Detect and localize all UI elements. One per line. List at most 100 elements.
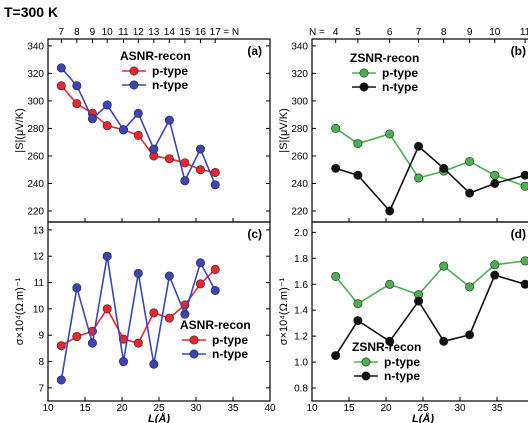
top-tick-label: 6	[387, 27, 393, 38]
legend-entry: p-type	[152, 64, 188, 78]
panel-label: (d)	[511, 227, 526, 241]
data-point-n-type	[87, 114, 97, 124]
legend-title: ASNR-recon	[120, 49, 191, 63]
data-point-n-type	[102, 251, 112, 261]
data-point-n-type	[195, 144, 205, 154]
data-point-n-type	[72, 283, 82, 293]
series-line-n-type	[335, 274, 526, 357]
legend-swatch-marker	[359, 82, 369, 92]
temperature-label: T=300 K	[4, 4, 58, 20]
x-tick-label: 30	[190, 403, 202, 414]
data-point-n-type	[133, 268, 143, 278]
y-tick-label: 300	[27, 96, 44, 107]
y-tick-label: 1.8	[294, 254, 308, 265]
data-point-n-type	[439, 163, 449, 173]
x-tick-label: 40	[264, 403, 276, 414]
data-point-n-type	[56, 375, 66, 385]
y-tick-label: 10	[33, 304, 45, 315]
y-tick-label: 320	[27, 69, 44, 80]
y-tick-label: 1.4	[294, 306, 308, 317]
data-point-n-type	[149, 359, 159, 369]
data-point-n-type	[439, 336, 449, 346]
data-point-p-type	[210, 264, 220, 274]
y-tick-label: 240	[291, 179, 308, 190]
data-point-n-type	[210, 285, 220, 295]
top-tick-label: 12	[133, 27, 145, 38]
data-point-n-type	[164, 115, 174, 125]
y-axis-title: σ×10⁴(Ω.m)⁻¹	[14, 277, 26, 345]
top-tick-label: 8	[441, 27, 447, 38]
data-point-n-type	[353, 170, 363, 180]
data-point-n-type	[195, 258, 205, 268]
legend-title: ZSNR-recon	[350, 51, 419, 65]
top-tick-label: 4	[333, 27, 339, 38]
top-tick-label: 7	[416, 27, 422, 38]
data-point-n-type	[210, 180, 220, 190]
x-tick-label: 25	[153, 403, 165, 414]
data-point-p-type	[102, 121, 112, 131]
y-tick-label: 340	[291, 41, 308, 52]
panel-d-frame	[311, 221, 528, 402]
y-tick-label: 2.0	[294, 228, 308, 239]
panel-label: (a)	[247, 44, 262, 58]
data-point-p-type	[465, 282, 475, 292]
legend-swatch-marker	[359, 68, 369, 78]
data-point-p-type	[414, 173, 424, 183]
top-tick-label: 14	[164, 27, 176, 38]
top-tick-label: 17	[210, 27, 222, 38]
data-point-p-type	[465, 156, 475, 166]
data-point-n-type	[149, 144, 159, 154]
data-point-p-type	[353, 299, 363, 309]
x-tick-label: 10	[306, 403, 318, 414]
x-tick-label: 15	[79, 403, 91, 414]
data-point-n-type	[180, 176, 190, 186]
y-tick-label: 13	[33, 225, 45, 236]
legend-swatch-marker	[361, 357, 371, 367]
x-tick-label: 35	[227, 403, 239, 414]
y-tick-label: 7	[38, 383, 44, 394]
legend-entry: n-type	[152, 78, 188, 92]
data-point-p-type	[490, 170, 500, 180]
data-point-n-type	[72, 81, 82, 91]
data-point-p-type	[56, 81, 66, 91]
data-point-p-type	[353, 139, 363, 149]
x-tick-label: 20	[380, 403, 392, 414]
data-point-n-type	[490, 178, 500, 188]
top-tick-label: 9	[90, 27, 96, 38]
data-point-n-type	[490, 270, 500, 280]
data-point-p-type	[72, 332, 82, 342]
x-axis-title: L(Å)	[412, 412, 434, 423]
top-tick-label: 10	[489, 27, 501, 38]
series-line-p-type	[335, 260, 526, 305]
data-point-n-type	[133, 108, 143, 118]
series-line-p-type	[335, 127, 526, 187]
y-tick-label: 220	[27, 206, 44, 217]
legend-swatch-marker	[189, 335, 199, 345]
top-tick-label: 11	[118, 27, 129, 38]
panel-label: (b)	[511, 44, 526, 58]
data-point-n-type	[414, 141, 424, 151]
top-tick-label: 7	[59, 27, 65, 38]
data-point-p-type	[133, 130, 143, 140]
data-point-n-type	[353, 316, 363, 326]
data-point-p-type	[520, 256, 528, 266]
data-point-p-type	[149, 308, 159, 318]
y-tick-label: 300	[291, 96, 308, 107]
data-point-p-type	[164, 313, 174, 323]
panel-b-frame	[311, 38, 528, 223]
data-point-n-type	[102, 100, 112, 110]
data-point-n-type	[465, 188, 475, 198]
data-point-p-type	[164, 154, 174, 164]
x-tick-label: 15	[343, 403, 355, 414]
data-point-n-type	[180, 309, 190, 319]
y-tick-label: 12	[33, 252, 45, 263]
data-point-n-type	[331, 163, 341, 173]
data-point-n-type	[385, 206, 395, 216]
panel-b: 220 240 260 280 300 320 340 4 5 6 7 8 9 10 11 N = |S|(μV…	[278, 27, 528, 223]
legend-entry: n-type	[384, 369, 420, 383]
data-point-n-type	[164, 271, 174, 281]
data-point-p-type	[72, 99, 82, 109]
top-axis-suffix: = N	[223, 27, 239, 38]
data-point-n-type	[520, 279, 528, 289]
